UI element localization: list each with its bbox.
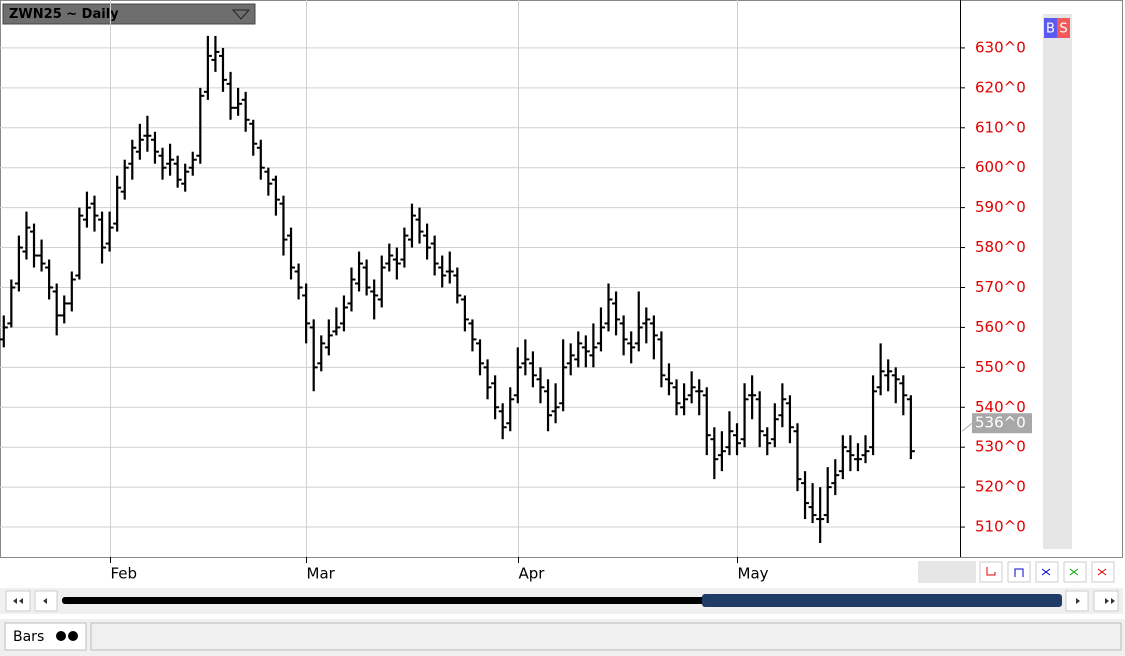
dropdown-arrow[interactable] [231,9,251,20]
sell-button[interactable] [1057,18,1070,38]
scroll-arrows [13,598,47,604]
tool-button[interactable] [979,561,1003,583]
y-tick-label: 530^0 [975,438,1026,456]
x-tick-label: Feb [111,565,138,583]
tool-icon [1041,568,1051,576]
tool-area [918,561,976,583]
status-field [90,622,1122,651]
y-tick-label: 580^0 [975,238,1026,256]
x-tick-label: Apr [519,565,546,583]
last-price-label: 536^0 [975,414,1026,432]
sell-label[interactable]: S [1059,22,1067,37]
chart-title[interactable]: ZWN25 ~ Daily [9,7,119,22]
x-tick-label: May [738,565,769,583]
x-tick-label: Mar [307,565,336,583]
y-tick-label: 600^0 [975,158,1026,176]
scroll-arrows [1076,598,1115,604]
y-tick-label: 610^0 [975,118,1026,136]
buy-label[interactable]: B [1046,22,1055,37]
y-tick-label: 550^0 [975,358,1026,376]
study-icon [68,631,78,641]
y-tick-label: 560^0 [975,318,1026,336]
buy-button[interactable] [1044,18,1057,38]
y-tick-label: 630^0 [975,38,1026,56]
last-price-connector [961,422,973,432]
tool-button[interactable] [1063,561,1087,583]
y-tick-label: 570^0 [975,278,1026,296]
y-tick-label: 620^0 [975,78,1026,96]
tool-icon [1097,568,1107,576]
y-tick-label: 590^0 [975,198,1026,216]
y-tick-label: 540^0 [975,398,1026,416]
tool-icon [1069,568,1079,576]
tool-buttons [979,561,1115,583]
scroll-thumb[interactable] [702,594,1062,607]
scroll-start[interactable] [5,590,31,612]
tool-button[interactable] [1035,561,1059,583]
side-panel [1043,14,1072,549]
tool-icon [1014,568,1024,577]
tool-icon [986,567,996,576]
study-label[interactable]: Bars [13,629,44,645]
y-tick-label: 510^0 [975,518,1026,536]
y-tick-label: 520^0 [975,478,1026,496]
study-icon [56,631,66,641]
tool-button[interactable] [1091,561,1115,583]
last-price-box [972,413,1032,434]
symbol-box[interactable] [2,3,256,25]
tool-button[interactable] [1007,561,1031,583]
